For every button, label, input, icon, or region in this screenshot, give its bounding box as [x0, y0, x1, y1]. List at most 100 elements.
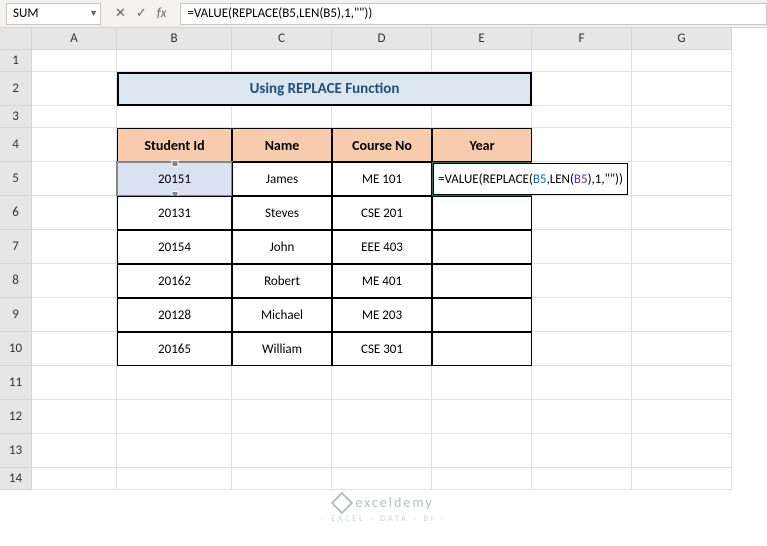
row-header-13[interactable]: 13	[0, 434, 32, 468]
cell-d7[interactable]: EEE 403	[332, 230, 432, 264]
cell-g1[interactable]	[632, 50, 732, 72]
row-header-2[interactable]: 2	[0, 72, 32, 106]
cell-e9[interactable]	[432, 298, 532, 332]
row-header-12[interactable]: 12	[0, 400, 32, 434]
cell-f1[interactable]	[532, 50, 632, 72]
cell-g11[interactable]	[632, 366, 732, 400]
cell-e6[interactable]	[432, 196, 532, 230]
cell-a3[interactable]	[32, 106, 117, 128]
cell-b13[interactable]	[117, 434, 232, 468]
cell-e5[interactable]: =VALUE(REPLACE(B5,LEN(B5),1,""))	[432, 162, 532, 196]
cell-g5[interactable]	[632, 162, 732, 196]
cell-e13[interactable]	[432, 434, 532, 468]
cell-c5[interactable]: James	[232, 162, 332, 196]
title-cell[interactable]: Using REPLACE Function	[117, 72, 532, 106]
cell-b10[interactable]: 20165	[117, 332, 232, 366]
name-box[interactable]: SUM ▼	[6, 3, 101, 25]
cell-f3[interactable]	[532, 106, 632, 128]
col-header-a[interactable]: A	[32, 28, 117, 50]
cell-a6[interactable]	[32, 196, 117, 230]
cell-c14[interactable]	[232, 468, 332, 490]
cell-g14[interactable]	[632, 468, 732, 490]
cell-b8[interactable]: 20162	[117, 264, 232, 298]
cell-c3[interactable]	[232, 106, 332, 128]
cell-c10[interactable]: William	[232, 332, 332, 366]
cell-d9[interactable]: ME 203	[332, 298, 432, 332]
row-header-7[interactable]: 7	[0, 230, 32, 264]
cell-b7[interactable]: 20154	[117, 230, 232, 264]
cancel-icon[interactable]: ✕	[115, 6, 126, 21]
cell-g2[interactable]	[632, 72, 732, 106]
row-header-11[interactable]: 11	[0, 366, 32, 400]
cell-g7[interactable]	[632, 230, 732, 264]
row-header-1[interactable]: 1	[0, 50, 32, 72]
row-header-9[interactable]: 9	[0, 298, 32, 332]
cell-g8[interactable]	[632, 264, 732, 298]
col-header-b[interactable]: B	[117, 28, 232, 50]
cell-d1[interactable]	[332, 50, 432, 72]
cell-f9[interactable]	[532, 298, 632, 332]
cell-c1[interactable]	[232, 50, 332, 72]
cell-e8[interactable]	[432, 264, 532, 298]
col-header-f[interactable]: F	[532, 28, 632, 50]
header-name[interactable]: Name	[232, 128, 332, 162]
cell-a8[interactable]	[32, 264, 117, 298]
cell-b6[interactable]: 20131	[117, 196, 232, 230]
cell-a10[interactable]	[32, 332, 117, 366]
col-header-d[interactable]: D	[332, 28, 432, 50]
cell-f4[interactable]	[532, 128, 632, 162]
cell-a4[interactable]	[32, 128, 117, 162]
header-student-id[interactable]: Student Id	[117, 128, 232, 162]
header-year[interactable]: Year	[432, 128, 532, 162]
cell-g10[interactable]	[632, 332, 732, 366]
col-header-g[interactable]: G	[632, 28, 732, 50]
cell-g4[interactable]	[632, 128, 732, 162]
cell-c9[interactable]: Michael	[232, 298, 332, 332]
select-all-corner[interactable]	[0, 28, 32, 50]
cell-b12[interactable]	[117, 400, 232, 434]
cell-g3[interactable]	[632, 106, 732, 128]
header-course[interactable]: Course No	[332, 128, 432, 162]
cell-d14[interactable]	[332, 468, 432, 490]
cell-a9[interactable]	[32, 298, 117, 332]
cell-d10[interactable]: CSE 301	[332, 332, 432, 366]
cell-f2[interactable]	[532, 72, 632, 106]
cell-a5[interactable]	[32, 162, 117, 196]
cell-d11[interactable]	[332, 366, 432, 400]
cell-f8[interactable]	[532, 264, 632, 298]
cell-e11[interactable]	[432, 366, 532, 400]
row-header-4[interactable]: 4	[0, 128, 32, 162]
cell-b5[interactable]: 20151	[117, 162, 232, 196]
cell-d8[interactable]: ME 401	[332, 264, 432, 298]
cell-c11[interactable]	[232, 366, 332, 400]
cell-c12[interactable]	[232, 400, 332, 434]
cell-g9[interactable]	[632, 298, 732, 332]
cell-f6[interactable]	[532, 196, 632, 230]
cell-c7[interactable]: John	[232, 230, 332, 264]
cell-b14[interactable]	[117, 468, 232, 490]
cell-b9[interactable]: 20128	[117, 298, 232, 332]
cell-a11[interactable]	[32, 366, 117, 400]
cell-d5[interactable]: ME 101	[332, 162, 432, 196]
fx-icon[interactable]: fx	[157, 6, 173, 21]
cell-a2[interactable]	[32, 72, 117, 106]
cell-f10[interactable]	[532, 332, 632, 366]
cell-b11[interactable]	[117, 366, 232, 400]
accept-icon[interactable]: ✓	[136, 6, 147, 21]
cell-c13[interactable]	[232, 434, 332, 468]
cell-e3[interactable]	[432, 106, 532, 128]
row-header-14[interactable]: 14	[0, 468, 32, 490]
cell-f7[interactable]	[532, 230, 632, 264]
cell-f14[interactable]	[532, 468, 632, 490]
cell-c6[interactable]: Steves	[232, 196, 332, 230]
cell-g13[interactable]	[632, 434, 732, 468]
cell-f11[interactable]	[532, 366, 632, 400]
cell-d12[interactable]	[332, 400, 432, 434]
cell-g6[interactable]	[632, 196, 732, 230]
cell-d6[interactable]: CSE 201	[332, 196, 432, 230]
row-header-6[interactable]: 6	[0, 196, 32, 230]
cell-e14[interactable]	[432, 468, 532, 490]
cell-a13[interactable]	[32, 434, 117, 468]
cell-d13[interactable]	[332, 434, 432, 468]
cell-a1[interactable]	[32, 50, 117, 72]
